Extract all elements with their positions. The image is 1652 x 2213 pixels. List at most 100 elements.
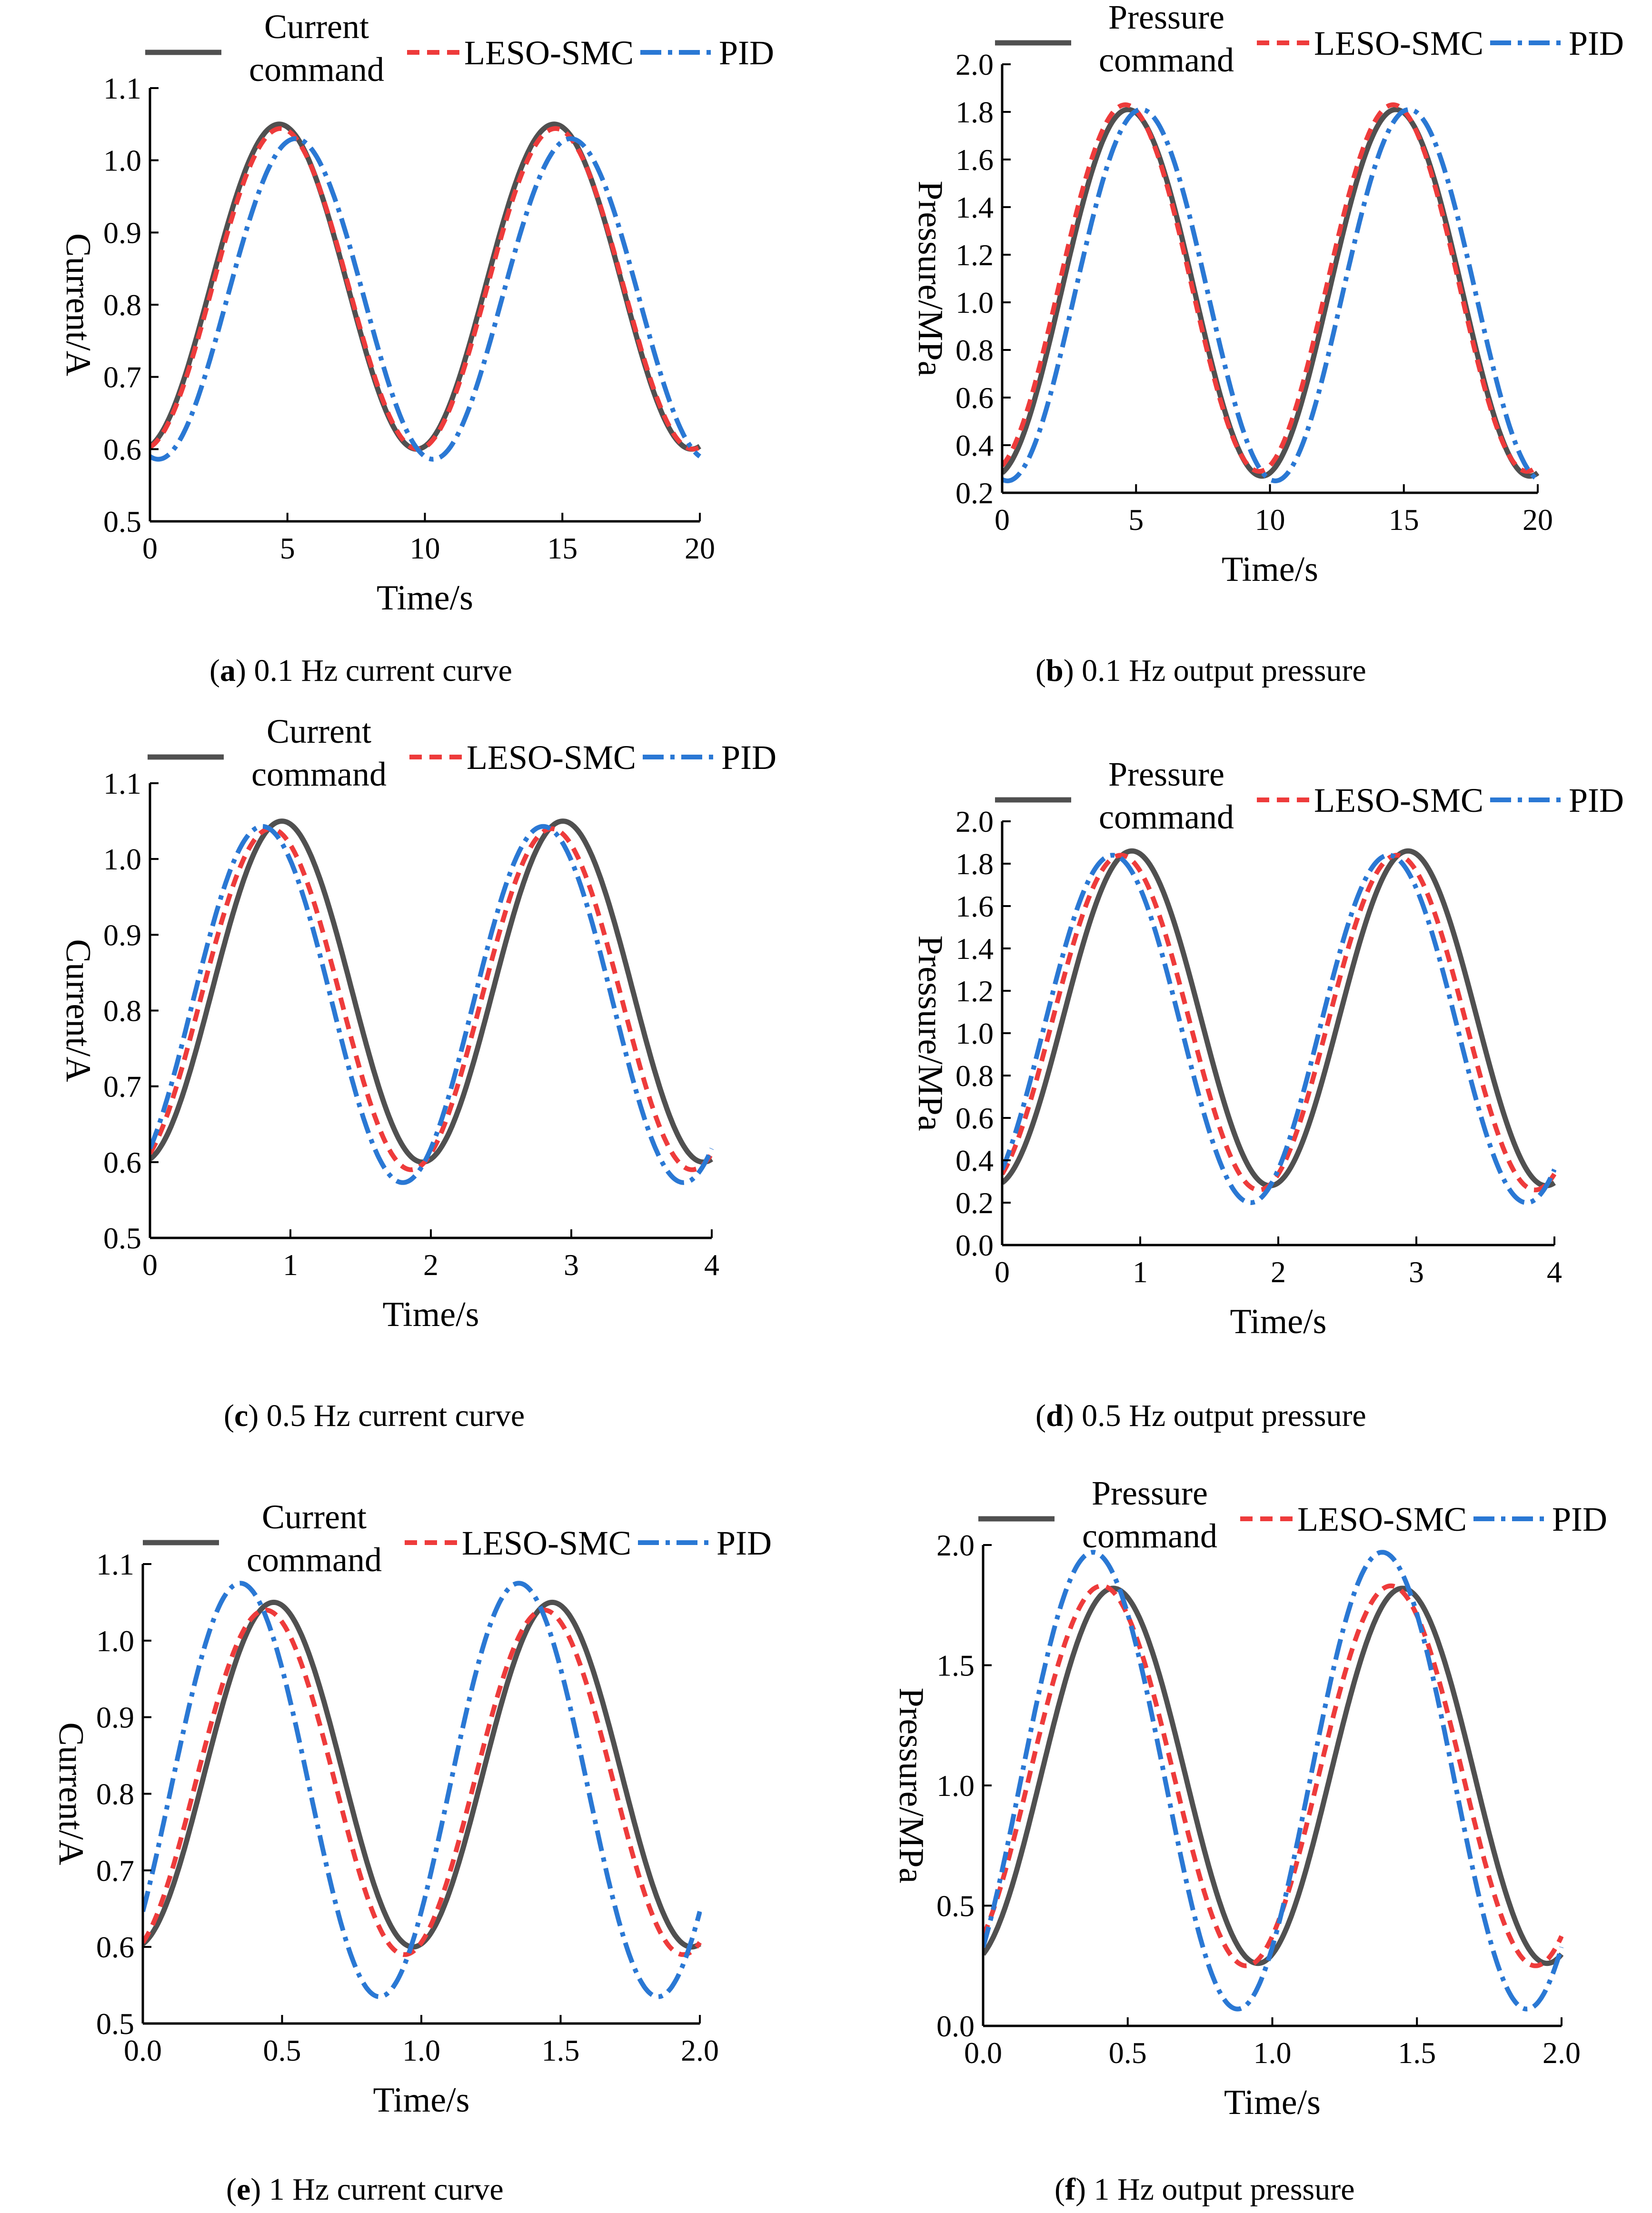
- legend-label-command-line2: command: [251, 755, 387, 793]
- y-tick-label: 0.9: [103, 918, 141, 952]
- series-line-dash: [983, 1583, 1563, 1968]
- series-line-dash: [1002, 853, 1556, 1193]
- y-tick-label: 0.0: [936, 2009, 975, 2043]
- x-axis-label: Time/s: [1224, 2083, 1321, 2122]
- legend-label-command-line2: command: [249, 50, 384, 89]
- legend-label-command-line1: Pressure: [1092, 1474, 1208, 1512]
- y-tick-label: 1.0: [955, 1017, 994, 1050]
- series-line-solid: [150, 818, 713, 1165]
- figure-caption-f: (f) 1 Hz output pressure: [1055, 2172, 1355, 2207]
- x-tick-label: 0.0: [964, 2036, 1002, 2070]
- legend-label-leso: LESO-SMC: [1314, 781, 1483, 819]
- legend-label-leso: LESO-SMC: [467, 738, 636, 777]
- series-line-dashdot: [143, 1581, 702, 1999]
- y-tick-label: 1.5: [936, 1649, 975, 1683]
- x-tick-label: 1.0: [1254, 2036, 1292, 2070]
- y-tick-label: 0.8: [103, 994, 141, 1028]
- y-tick-label: 0.0: [955, 1228, 994, 1262]
- y-tick-label: 2.0: [936, 1528, 975, 1562]
- legend-label-leso: LESO-SMC: [1297, 1500, 1467, 1538]
- legend-label-pid: PID: [1569, 24, 1624, 62]
- x-tick-label: 1.5: [1398, 2036, 1436, 2070]
- y-tick-label: 1.1: [103, 71, 141, 105]
- y-tick-label: 2.0: [955, 805, 994, 838]
- legend-label-leso: LESO-SMC: [462, 1524, 631, 1562]
- y-tick-label: 0.6: [96, 1930, 134, 1964]
- chart-panel-d: 0 1 2 3 4 0.0 0.2 0.4 0.6 0.8 1.0 1.2 1.4 1.6 1.8 2.0 Ti…: [911, 755, 1624, 1433]
- x-tick-label: 15: [547, 531, 577, 565]
- legend-label-command-line1: Pressure: [1108, 755, 1224, 793]
- y-tick-label: 0.2: [955, 1186, 994, 1220]
- y-tick-label: 0.9: [103, 216, 141, 249]
- series-line-dash: [143, 1607, 702, 1957]
- y-tick-label: 1.0: [103, 842, 141, 876]
- y-tick-label: 0.5: [96, 2007, 134, 2041]
- x-axis-label: Time/s: [373, 2081, 470, 2120]
- y-tick-label: 0.5: [936, 1889, 975, 1923]
- y-tick-label: 1.0: [955, 286, 994, 319]
- figure-caption-a: (a) 0.1 Hz current curve: [209, 653, 512, 688]
- figure-caption-e: (e) 1 Hz current curve: [226, 2172, 504, 2207]
- y-tick-label: 1.0: [96, 1624, 134, 1658]
- chart-panel-e: 0.0 0.5 1.0 1.5 2.00.50.60.70.80.91.01.1Time…: [51, 1498, 772, 2207]
- y-tick-label: 0.4: [955, 429, 994, 462]
- x-tick-label: 5: [280, 531, 295, 565]
- y-tick-label: 1.8: [955, 95, 994, 129]
- x-tick-label: 4: [704, 1248, 719, 1282]
- figure-caption-d: (d) 0.5 Hz output pressure: [1035, 1398, 1366, 1433]
- y-tick-label: 0.5: [103, 1221, 141, 1255]
- y-axis-label: Pressure/MPa: [892, 1687, 931, 1883]
- legend-label-pid: PID: [721, 738, 776, 777]
- x-tick-label: 0.5: [1109, 2036, 1147, 2070]
- legend-label-command-line2: command: [247, 1541, 382, 1579]
- x-tick-label: 3: [1409, 1255, 1424, 1289]
- y-axis-label: Current/A: [59, 939, 98, 1082]
- series-line-dash: [150, 826, 714, 1172]
- y-tick-label: 0.6: [103, 432, 141, 466]
- series-line-dash: [150, 126, 701, 452]
- x-axis-label: Time/s: [1230, 1302, 1327, 1341]
- series-line-dashdot: [983, 1550, 1563, 2012]
- y-tick-label: 1.2: [955, 974, 994, 1008]
- y-tick-label: 1.4: [955, 932, 994, 966]
- y-tick-label: 0.9: [96, 1701, 134, 1735]
- chart-panel-c: 0 1 2 3 4 0.5 0.6 0.7 0.8 0.9 1.0 1.1 Time/s Current/…: [59, 712, 776, 1433]
- y-tick-label: 1.0: [936, 1769, 975, 1803]
- series-line-solid: [983, 1585, 1563, 1966]
- x-tick-label: 1: [1133, 1255, 1148, 1289]
- x-tick-label: 5: [1128, 503, 1144, 537]
- y-tick-label: 0.5: [103, 505, 141, 538]
- x-tick-label: 0.5: [263, 2034, 301, 2067]
- x-axis-label: Time/s: [377, 578, 473, 618]
- legend-label-pid: PID: [719, 34, 774, 72]
- x-tick-label: 3: [564, 1248, 579, 1282]
- legend-label-command-line2: command: [1099, 41, 1234, 79]
- y-tick-label: 0.8: [103, 288, 141, 322]
- y-tick-label: 1.4: [955, 190, 994, 224]
- legend-label-leso: LESO-SMC: [464, 34, 634, 72]
- x-tick-label: 20: [1523, 503, 1553, 537]
- legend-label-pid: PID: [1569, 781, 1624, 819]
- y-tick-label: 1.6: [955, 143, 994, 177]
- y-tick-label: 1.8: [955, 847, 994, 881]
- series-line-dashdot: [1002, 853, 1556, 1206]
- x-axis-label: Time/s: [1222, 550, 1318, 589]
- x-tick-label: 15: [1389, 503, 1419, 537]
- x-tick-label: 0.0: [124, 2034, 162, 2067]
- x-tick-label: 10: [410, 531, 440, 565]
- y-tick-label: 0.6: [103, 1146, 141, 1179]
- y-axis-label: Current/A: [59, 233, 98, 376]
- x-tick-label: 0: [142, 1248, 158, 1282]
- x-tick-label: 2: [423, 1248, 438, 1282]
- legend-label-command-line1: Current: [267, 712, 371, 750]
- chart-panel-b: 0 5 10 15 20 0.2 0.4 0.6 0.8 1.0 1.2 1.4 1.6 1.8 2.0 Ti…: [911, 0, 1624, 688]
- y-tick-label: 1.1: [96, 1547, 134, 1581]
- legend-label-command-line2: command: [1082, 1517, 1217, 1555]
- legend-label-pid: PID: [1552, 1500, 1607, 1538]
- chart-panel-a: 0 5 10 15 20 0.5 0.6 0.7 0.8 0.9 1.0 1.1 Time/s Curre…: [59, 8, 774, 688]
- x-tick-label: 2.0: [1543, 2036, 1581, 2070]
- x-tick-label: 20: [685, 531, 715, 565]
- legend-label-command-line2: command: [1099, 798, 1234, 836]
- legend-label-command-line1: Current: [262, 1498, 367, 1536]
